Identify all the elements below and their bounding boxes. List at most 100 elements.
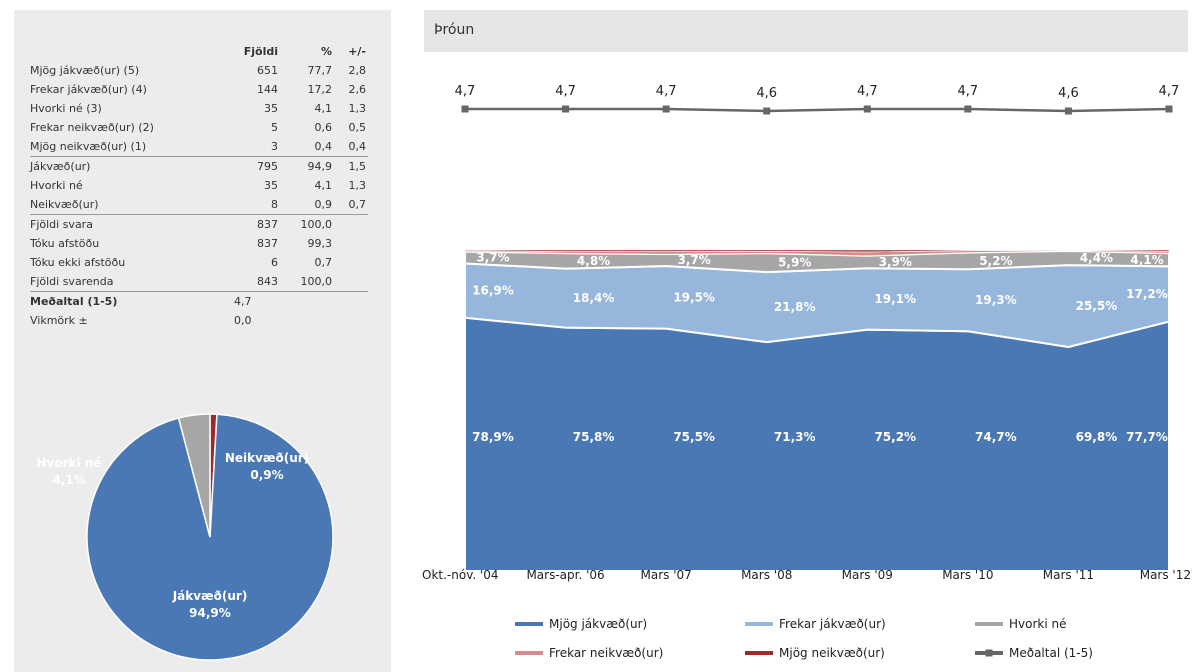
table-cell: Hvorki né (3) [30, 102, 102, 115]
legend-label: Frekar neikvæð(ur) [549, 646, 663, 660]
area-series-4 [464, 249, 1170, 253]
left-panel: Fjöldi % +/- Mjög jákvæð(ur) (5) 651 77,7 2… [14, 10, 391, 672]
area-data-label: 25,5% [1076, 299, 1118, 313]
table-cell: Tóku afstöðu [30, 237, 100, 250]
table-cell: 0,9 [314, 198, 333, 211]
table-row: Neikvæð(ur) 8 0,9 0,7 [30, 195, 368, 215]
table-cell: 144 [257, 83, 278, 96]
pie-label: Neikvæð(ur) [225, 451, 309, 465]
mean-marker [964, 105, 972, 113]
x-tick-label: Okt.-nóv. '04 [422, 568, 499, 582]
table-cell: Meðaltal (1-5) [30, 291, 232, 311]
x-tick-label: Mars '11 [1043, 568, 1094, 582]
table-row: Hvorki né (3) 35 4,1 1,3 [30, 99, 368, 118]
x-tick-label: Mars '08 [741, 568, 792, 582]
table-row: Vikmörk ± 0,0 [30, 311, 368, 330]
pie-chart: Jákvæð(ur) 94,9% Hvorki né 4,1% Neikvæð(ur) 0… [37, 413, 334, 661]
area-data-label: 5,9% [778, 256, 811, 270]
area-data-label: 77,7% [1126, 430, 1168, 444]
table-cell [332, 253, 368, 272]
mean-data-label: 4,7 [555, 84, 576, 99]
area-data-label: 3,7% [476, 251, 509, 265]
table-cell: Tóku ekki afstöðu [30, 256, 126, 269]
table-cell: 0,7 [348, 198, 367, 211]
table-cell: 100,0 [282, 214, 332, 234]
area-data-label: 19,1% [874, 292, 916, 306]
table-cell [282, 291, 332, 311]
table-cell [332, 311, 368, 330]
pie-percent: 94,9% [189, 606, 231, 620]
area-data-label: 18,4% [573, 291, 615, 305]
table-row: Fjöldi svara 837 100,0 [30, 214, 368, 234]
table-cell: 4,1 [314, 102, 333, 115]
area-data-label: 4,1% [1130, 253, 1163, 267]
table-row: Jákvæð(ur) 795 94,9 1,5 [30, 156, 368, 176]
mean-data-label: 4,7 [1159, 84, 1180, 99]
area-data-label: 75,2% [874, 430, 916, 444]
table-cell: 2,8 [348, 64, 367, 77]
table-cell: Mjög jákvæð(ur) (5) [30, 64, 140, 77]
mean-marker [1064, 107, 1072, 115]
x-tick-label: Mars '12 [1140, 568, 1191, 582]
legend-label: Hvorki né [1009, 617, 1067, 631]
table-cell: 843 [257, 275, 278, 288]
area-data-label: 75,8% [573, 430, 615, 444]
table-row: Mjög jákvæð(ur) (5) 651 77,7 2,8 [30, 61, 368, 80]
mean-marker [863, 105, 871, 113]
mean-marker [662, 105, 670, 113]
area-data-label: 19,5% [673, 290, 715, 304]
x-tick-label: Mars '09 [842, 568, 893, 582]
table-cell: 0,4 [314, 140, 333, 153]
area-data-label: 4,4% [1080, 251, 1113, 265]
table-cell: Hvorki né [30, 179, 83, 192]
table-cell: 0,4 [348, 140, 367, 153]
area-data-label: 71,3% [774, 430, 816, 444]
mean-data-label: 4,6 [756, 86, 777, 101]
mean-data-label: 4,7 [958, 84, 979, 99]
table-cell: Mjög neikvæð(ur) (1) [30, 140, 147, 153]
table-header-cell: % [320, 45, 332, 58]
table-body: Mjög jákvæð(ur) (5) 651 77,7 2,8 Frekar jákv… [30, 61, 368, 330]
mean-data-label: 4,7 [656, 84, 677, 99]
table-cell: Frekar jákvæð(ur) (4) [30, 83, 147, 96]
mean-data-label: 4,6 [1058, 86, 1079, 101]
table-cell: 99,3 [307, 237, 333, 250]
table-row: Meðaltal (1-5) 4,7 [30, 291, 368, 311]
table-cell: 3 [271, 140, 278, 153]
table-cell: 1,3 [348, 102, 367, 115]
table-cell [332, 214, 368, 234]
table-row: Mjög neikvæð(ur) (1) 3 0,4 0,4 [30, 137, 368, 157]
mean-marker [461, 105, 469, 113]
legend-label: Meðaltal (1-5) [1009, 646, 1093, 660]
area-data-label: 5,2% [979, 254, 1012, 268]
table-cell: 6 [271, 256, 278, 269]
area-data-label: 19,3% [975, 293, 1017, 307]
x-tick-label: Mars '10 [942, 568, 993, 582]
table-cell: 35 [264, 102, 278, 115]
area-data-label: 17,2% [1126, 287, 1168, 301]
area-data-label: 69,8% [1076, 430, 1118, 444]
area-data-label: 74,7% [975, 430, 1017, 444]
table-cell: 100,0 [300, 275, 333, 288]
table-cell: 837 [232, 214, 282, 234]
table-row: Hvorki né 35 4,1 1,3 [30, 176, 368, 195]
pie-slice-1 [177, 413, 211, 538]
area-data-label: 3,9% [879, 255, 912, 269]
table-cell: 2,6 [348, 83, 367, 96]
pie-percent: 0,9% [250, 468, 283, 482]
area-data-label: 21,8% [774, 300, 816, 314]
table-cell: 0,0 [234, 314, 252, 327]
table-cell: Frekar neikvæð(ur) (2) [30, 121, 154, 134]
table-row: Frekar jákvæð(ur) (4) 144 17,2 2,6 [30, 80, 368, 99]
table-cell: Jákvæð(ur) [30, 156, 232, 176]
area-data-label: 3,7% [678, 253, 711, 267]
table-cell: 77,7 [307, 64, 333, 77]
table-row: Tóku ekki afstöðu 6 0,7 [30, 253, 368, 272]
table-cell: 94,9 [282, 156, 332, 176]
table-cell: 17,2 [307, 83, 333, 96]
table-cell: 1,3 [348, 179, 367, 192]
mean-marker [763, 107, 771, 115]
table-cell [282, 311, 332, 330]
legend-label: Mjög neikvæð(ur) [779, 646, 885, 660]
trend-title-bar: Þróun [424, 10, 1188, 52]
